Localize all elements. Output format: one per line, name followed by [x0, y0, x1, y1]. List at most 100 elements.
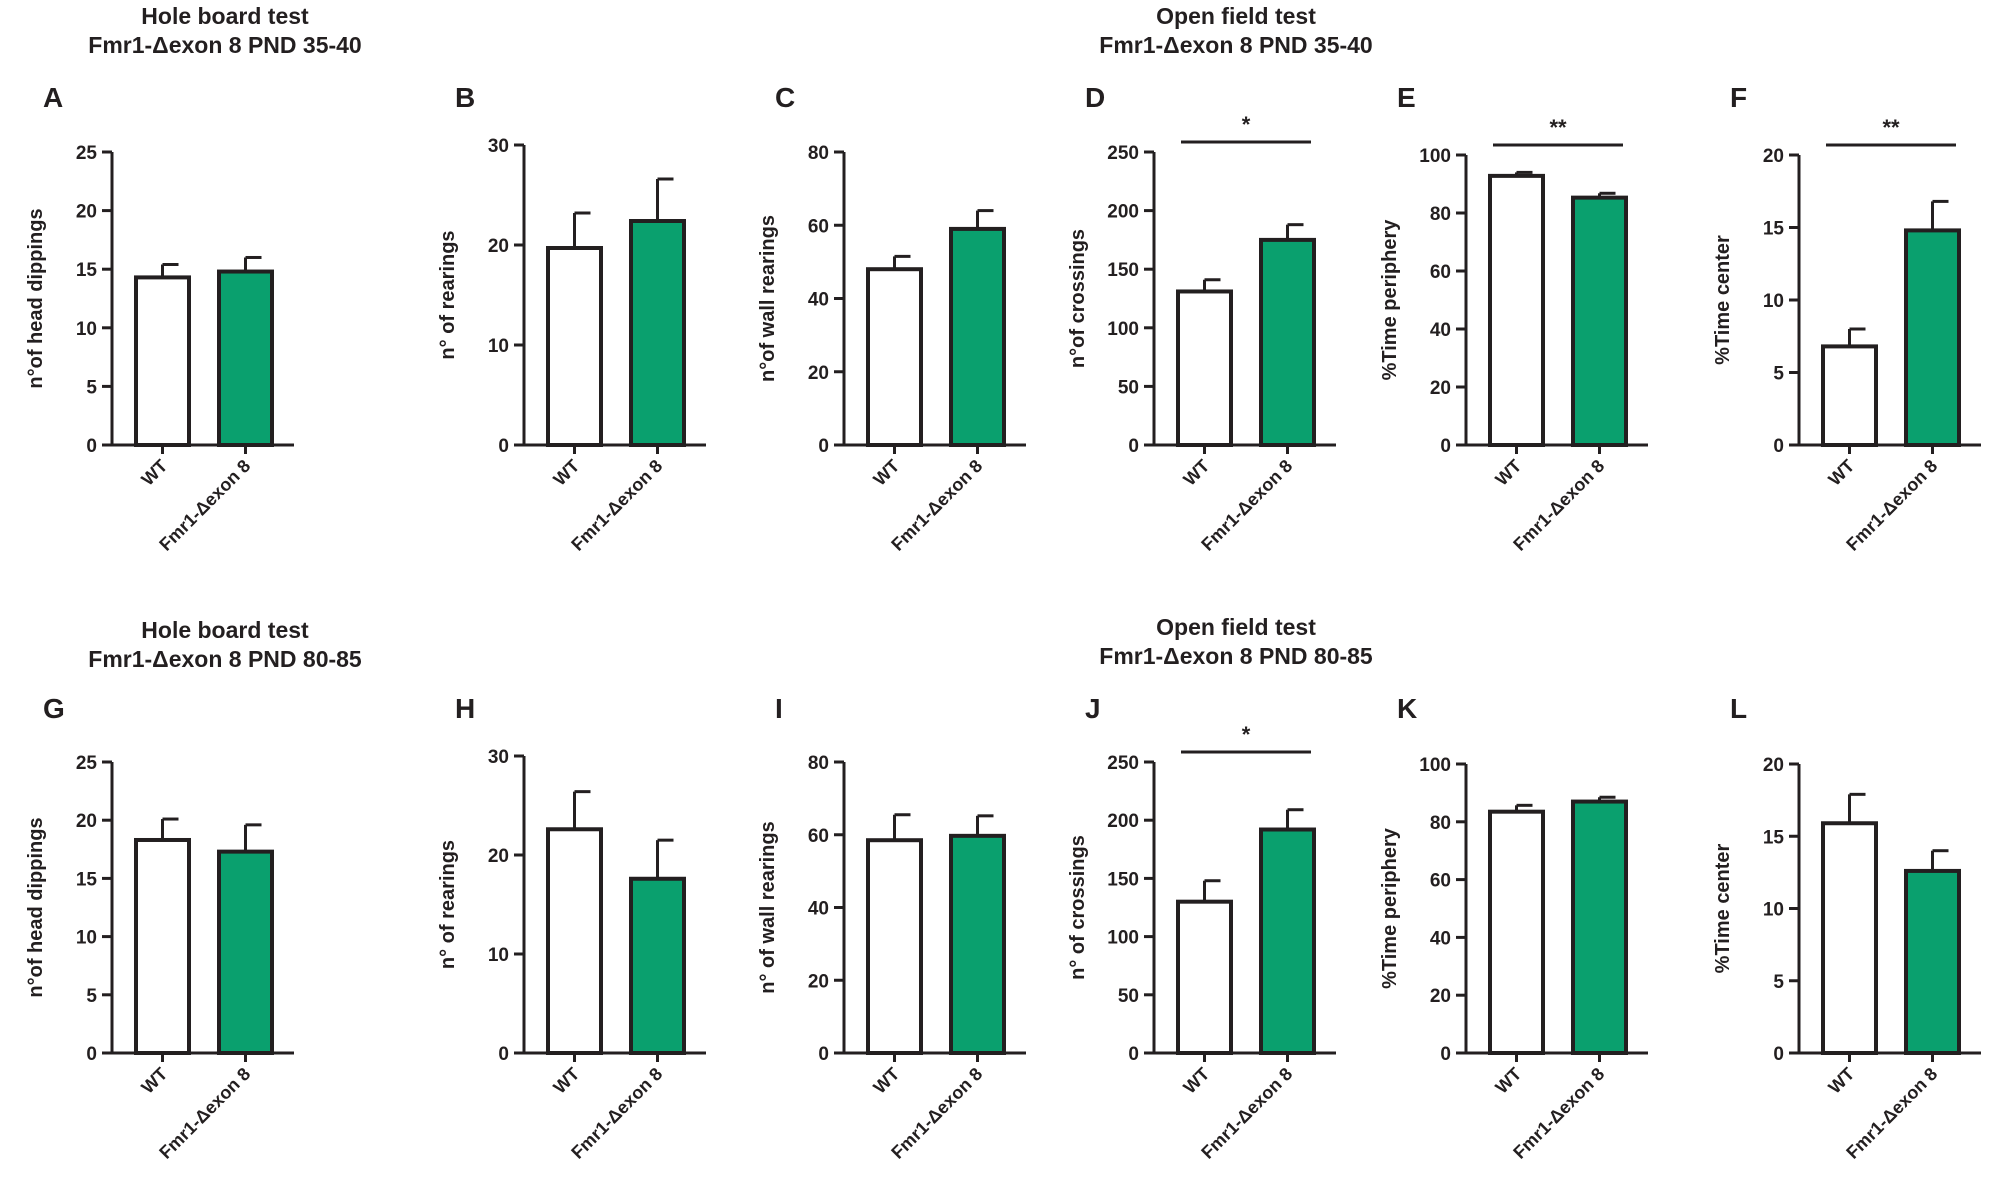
bar-fmr1-exon8: [1571, 195, 1628, 447]
bar-wt: [134, 837, 191, 1055]
x-category-label: WT: [549, 1064, 583, 1098]
section-title-line2: Fmr1-Δexon 8 PND 80-85: [1099, 643, 1373, 669]
panel-letter-l: L: [1730, 693, 1748, 724]
x-category-label: WT: [869, 456, 903, 490]
panel-letter-c: C: [775, 82, 796, 113]
y-tick-label: 0: [1128, 436, 1139, 457]
y-tick-label: 80: [1430, 204, 1451, 225]
bar-wt: [1821, 344, 1878, 447]
bar-wt: [546, 827, 603, 1056]
bar-wt: [1176, 899, 1233, 1055]
y-tick-label: 150: [1107, 869, 1139, 890]
bar-wt: [1821, 821, 1878, 1055]
y-tick-label: 60: [808, 216, 829, 237]
section-title-line1: Open field test: [1156, 3, 1316, 29]
section-title-line2: Fmr1-Δexon 8 PND 35-40: [1099, 32, 1373, 58]
panel-letter-b: B: [455, 82, 476, 113]
y-axis-label: %Time center: [1712, 843, 1734, 973]
bar-fmr1-exon8: [1904, 868, 1961, 1055]
bar-wt: [1176, 289, 1233, 447]
y-tick-label: 40: [808, 290, 829, 311]
y-tick-label: 10: [488, 336, 509, 357]
x-category-label: WT: [1491, 1064, 1525, 1098]
y-axis-label: %Time periphery: [1379, 827, 1401, 989]
y-tick-label: 20: [1430, 986, 1451, 1007]
y-tick-label: 0: [86, 436, 97, 457]
bar-fmr1-exon8: [1259, 827, 1316, 1056]
bar-fmr1-exon8: [1571, 799, 1628, 1055]
x-category-label: WT: [137, 456, 171, 490]
y-tick-label: 100: [1419, 146, 1451, 167]
bar-wt: [134, 275, 191, 447]
x-category-label: WT: [1824, 1064, 1858, 1098]
y-tick-label: 150: [1107, 260, 1139, 281]
y-tick-label: 10: [488, 945, 509, 966]
y-tick-label: 60: [1430, 262, 1451, 283]
y-tick-label: 5: [1773, 972, 1784, 993]
section-title-hole-board-pnd35: Hole board test Fmr1-Δexon 8 PND 35-40: [88, 2, 361, 60]
y-axis-label: n° of rearings: [437, 230, 459, 359]
x-category-label: WT: [549, 456, 583, 490]
y-tick-label: 250: [1107, 143, 1139, 164]
y-tick-label: 20: [488, 236, 509, 257]
y-axis-label: n°of head dippings: [25, 208, 47, 388]
x-category-label: WT: [1824, 456, 1858, 490]
bar-wt: [1488, 809, 1545, 1055]
y-axis-label: n°of wall rearings: [757, 215, 779, 382]
significance-marker: **: [1882, 115, 1900, 140]
y-tick-label: 0: [1440, 1044, 1451, 1065]
y-tick-label: 5: [86, 377, 97, 398]
y-tick-label: 10: [76, 928, 97, 949]
y-tick-label: 10: [1763, 900, 1784, 921]
panel-letter-j: J: [1085, 693, 1101, 724]
panel-letter-k: K: [1397, 693, 1418, 724]
panel-letter-f: F: [1730, 82, 1748, 113]
y-tick-label: 40: [1430, 928, 1451, 949]
y-axis-label: n° of crossings: [1067, 835, 1089, 980]
section-title-line2: Fmr1-Δexon 8 PND 80-85: [88, 646, 362, 672]
y-tick-label: 60: [1430, 871, 1451, 892]
y-tick-label: 200: [1107, 811, 1139, 832]
y-tick-label: 60: [808, 826, 829, 847]
y-tick-label: 40: [1430, 320, 1451, 341]
y-tick-label: 30: [488, 136, 509, 157]
y-axis-label: n°of crossings: [1067, 229, 1089, 368]
y-tick-label: 0: [818, 436, 829, 457]
y-tick-label: 0: [498, 436, 509, 457]
panel-letter-h: H: [455, 693, 476, 724]
bar-wt: [866, 267, 923, 448]
y-axis-label: n° of wall rearings: [757, 821, 779, 993]
y-tick-label: 25: [76, 753, 98, 774]
panel-letter-d: D: [1085, 82, 1106, 113]
y-tick-label: 50: [1118, 986, 1139, 1007]
section-title-line1: Hole board test: [141, 3, 309, 29]
y-tick-label: 0: [86, 1044, 97, 1065]
bar-fmr1-exon8: [629, 876, 686, 1056]
y-tick-label: 0: [1773, 1044, 1784, 1065]
y-tick-label: 20: [488, 846, 509, 867]
x-category-label: WT: [137, 1064, 171, 1098]
x-category-label: WT: [1491, 456, 1525, 490]
y-tick-label: 25: [76, 143, 98, 164]
significance-marker: *: [1242, 722, 1251, 747]
y-tick-label: 80: [808, 143, 829, 164]
y-tick-label: 20: [1763, 755, 1784, 776]
panel-letter-i: I: [775, 693, 783, 724]
y-axis-label: %Time center: [1712, 235, 1734, 365]
y-tick-label: 80: [1430, 813, 1451, 834]
significance-marker: **: [1549, 115, 1567, 140]
y-tick-label: 15: [1763, 219, 1785, 240]
y-tick-label: 0: [1773, 436, 1784, 457]
y-tick-label: 20: [76, 202, 97, 223]
